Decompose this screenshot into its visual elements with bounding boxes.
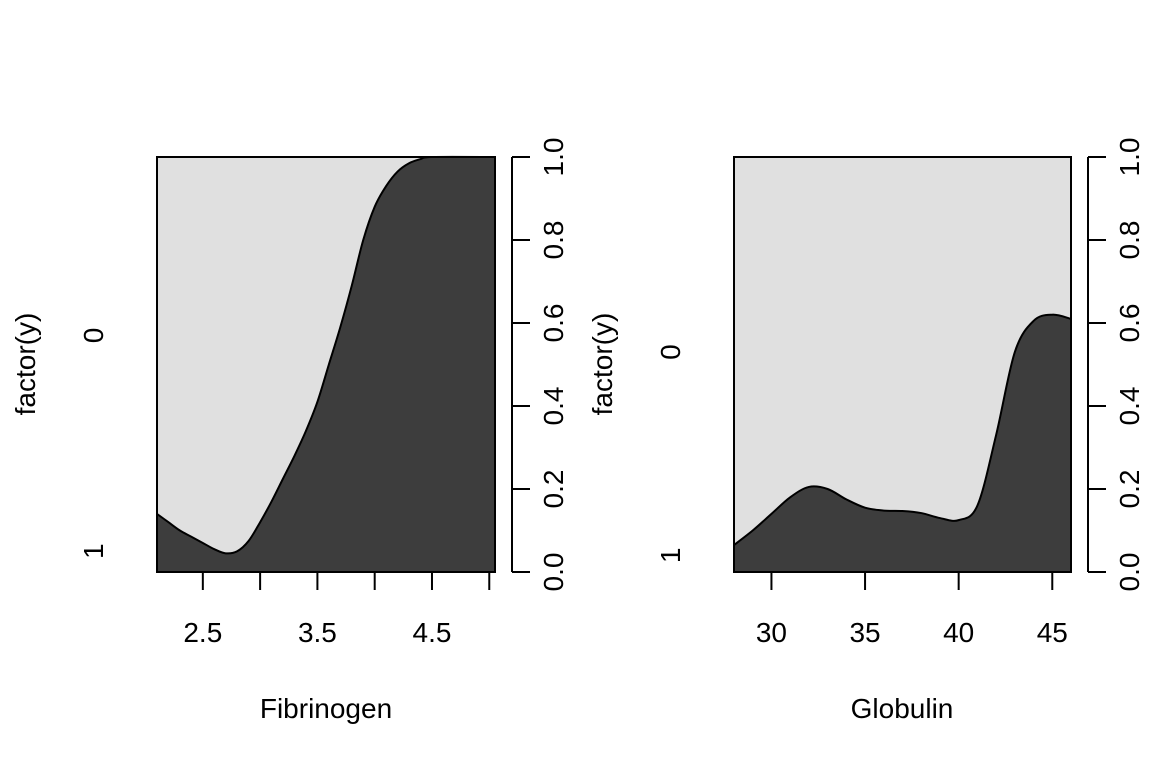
y-axis-title: factor(y) [10, 313, 41, 416]
x-tick-label: 40 [943, 617, 974, 648]
factor-level-axis: 10 [78, 328, 109, 559]
factor-level-label: 1 [78, 543, 109, 559]
level-1-region [734, 314, 1071, 572]
factor-level-label: 0 [655, 344, 686, 360]
right-tick-label: 0.2 [538, 470, 569, 509]
x-axis: 2.5 3.5 4.5 [183, 571, 491, 648]
plot-area [156, 155, 496, 573]
x-axis-title: Fibrinogen [260, 693, 392, 724]
factor-level-label: 0 [78, 328, 109, 344]
right-tick-label: 0.6 [538, 304, 569, 343]
x-tick-label: 2.5 [183, 617, 222, 648]
level-1-region [157, 156, 495, 573]
right-tick-label: 0.4 [1114, 387, 1145, 426]
factor-level-axis: 10 [655, 344, 686, 563]
x-axis-title: Globulin [851, 693, 954, 724]
right-tick-label: 1.0 [538, 138, 569, 177]
right-tick-label: 0.8 [538, 221, 569, 260]
density-boundary-line [156, 155, 496, 555]
y-axis-title: factor(y) [587, 313, 618, 416]
right-tick-label: 0.8 [1114, 221, 1145, 260]
right-tick-label: 1.0 [1114, 138, 1145, 177]
x-tick-label: 45 [1037, 617, 1068, 648]
panel-fibrinogen: 2.5 3.5 4.5 0.00.20.40.60.81.0 10 Fibrinog… [10, 138, 569, 724]
right-tick-label: 0.4 [538, 387, 569, 426]
panel-globulin: 30 35 40 45 0.00.20.40.60.81.0 10 Globulin … [587, 138, 1145, 724]
x-tick-label: 3.5 [298, 617, 337, 648]
density-boundary-line [733, 313, 1072, 546]
right-axis: 0.0 0.2 0.4 0.6 0.8 1.0 [511, 138, 569, 592]
right-axis: 0.0 0.2 0.4 0.6 0.8 1.0 [1087, 138, 1145, 592]
factor-level-label: 1 [655, 548, 686, 564]
x-tick-label: 30 [756, 617, 787, 648]
right-tick-label: 0.2 [1114, 470, 1145, 509]
right-tick-label: 0.0 [1114, 553, 1145, 592]
x-tick-label: 4.5 [413, 617, 452, 648]
plot-area [733, 156, 1072, 573]
right-tick-label: 0.6 [1114, 304, 1145, 343]
x-axis: 30 35 40 45 [756, 571, 1068, 648]
x-tick-label: 35 [849, 617, 880, 648]
right-tick-label: 0.0 [538, 553, 569, 592]
